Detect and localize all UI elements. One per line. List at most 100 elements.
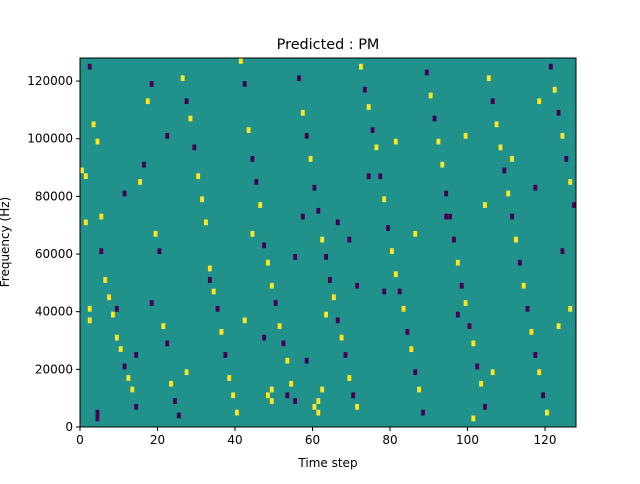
heatmap-cell [471, 415, 476, 422]
heatmap-cell [196, 173, 201, 180]
heatmap-cell [285, 392, 290, 399]
heatmap-cell [486, 75, 491, 82]
heatmap-cell [316, 398, 321, 404]
heatmap-cell [273, 300, 278, 306]
heatmap-cell [269, 282, 274, 289]
heatmap-cell [537, 369, 542, 376]
plot-area [80, 58, 577, 427]
heatmap-cell [107, 294, 112, 301]
heatmap-cell [428, 92, 433, 99]
y-tick-label: 80000 [35, 189, 73, 203]
heatmap-cell [269, 398, 274, 404]
x-tick-label: 20 [150, 433, 165, 447]
heatmap-cell [316, 207, 321, 214]
heatmap-cell [293, 254, 298, 260]
heatmap-cell [149, 300, 154, 306]
heatmap-cell [448, 213, 453, 220]
heatmap-cell [207, 265, 212, 272]
heatmap-cell [490, 98, 495, 105]
heatmap-cell [250, 230, 255, 237]
heatmap-cell [297, 75, 301, 82]
heatmap-cell [118, 346, 123, 353]
heatmap-cell [246, 127, 251, 133]
heatmap-cell [134, 352, 139, 358]
heatmap-cell [328, 277, 332, 283]
heatmap-cell [153, 230, 158, 237]
heatmap-cell [219, 328, 224, 335]
y-tick-label: 100000 [27, 132, 73, 146]
heatmap-cell [149, 81, 154, 87]
heatmap-cell [529, 328, 534, 335]
heatmap-cell [300, 213, 305, 220]
heatmap-cell [331, 294, 336, 301]
heatmap-cell [83, 219, 88, 226]
heatmap-cell [351, 392, 356, 399]
heatmap-cell [231, 392, 236, 399]
heatmap-cell [145, 98, 150, 105]
heatmap-cell [308, 156, 313, 162]
heatmap-cell [444, 190, 449, 197]
heatmap-cell [258, 202, 263, 208]
x-tick-label: 120 [534, 433, 557, 447]
heatmap-cell [366, 104, 371, 110]
heatmap-cell [393, 271, 398, 278]
heatmap-cell [452, 236, 456, 243]
heatmap-cell [362, 86, 367, 93]
heatmap-cell [184, 369, 189, 376]
heatmap-cell [111, 311, 115, 318]
y-axis-label: Frequency (Hz) [0, 197, 12, 288]
heatmap-cell [304, 132, 309, 139]
heatmap-cell [80, 167, 84, 174]
heatmap-cell [471, 340, 476, 347]
heatmap-cell [417, 386, 422, 393]
y-tick-label: 20000 [35, 362, 73, 376]
heatmap-cell [355, 403, 360, 410]
heatmap-cell [413, 369, 418, 376]
heatmap-cell [545, 409, 549, 416]
heatmap-cell [192, 144, 197, 151]
heatmap-cell [87, 317, 92, 324]
heatmap-cell [335, 317, 340, 324]
heatmap-cell [564, 156, 569, 162]
heatmap-cell [316, 409, 321, 416]
heatmap-cell [173, 398, 177, 404]
heatmap-cell [293, 398, 298, 404]
heatmap-cell [537, 98, 542, 105]
heatmap-cell [312, 184, 317, 191]
heatmap-cell [517, 259, 522, 266]
heatmap-cell [409, 346, 414, 353]
heatmap-cell [242, 81, 247, 87]
heatmap-cell [176, 412, 181, 419]
heatmap-cell [397, 288, 402, 295]
heatmap-cell [165, 132, 170, 139]
heatmap-cell [514, 236, 518, 243]
heatmap-cell [250, 156, 255, 162]
heatmap-cell [413, 230, 418, 237]
heatmap-cell [490, 369, 495, 376]
heatmap-cell [266, 392, 270, 399]
heatmap-cell [347, 236, 352, 243]
heatmap-cell [169, 380, 174, 387]
heatmap-cell [463, 300, 468, 306]
heatmap-cell [560, 132, 565, 139]
heatmap-cell [382, 288, 387, 295]
heatmap-cell [568, 305, 573, 312]
heatmap-cell [207, 277, 212, 283]
heatmap-cell [95, 409, 100, 416]
heatmap-cell [382, 196, 387, 203]
heatmap-cell [320, 236, 325, 243]
y-tick-label: 120000 [27, 74, 73, 88]
heatmap-cell [568, 179, 573, 185]
heatmap-cell [483, 403, 487, 410]
heatmap-cell [541, 392, 546, 399]
heatmap-cell [300, 109, 305, 116]
heatmap-cell [142, 161, 146, 168]
heatmap-cell [223, 352, 228, 358]
heatmap-cell [235, 409, 239, 416]
heatmap-cell [366, 173, 371, 180]
heatmap-cell [114, 305, 119, 312]
heatmap-cell [378, 173, 383, 180]
heatmap-cell [483, 202, 487, 208]
